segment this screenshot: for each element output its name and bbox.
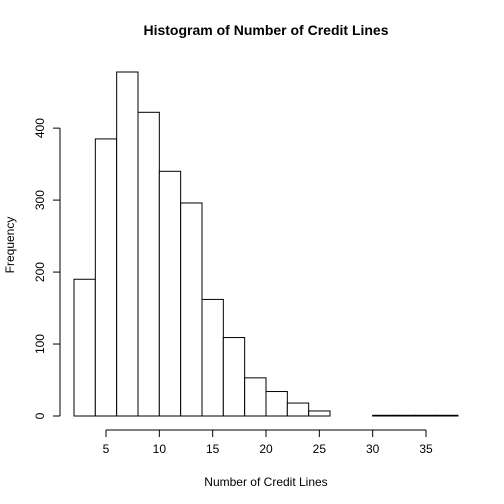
histogram-bar: [286, 402, 310, 417]
histogram-bar: [414, 414, 438, 417]
y-axis: 0 100 200 300 400: [33, 118, 61, 419]
histogram-bar: [137, 111, 160, 417]
x-tick-label: 25: [313, 442, 327, 456]
y-tick-label: 100: [33, 334, 47, 354]
x-axis: 5 10 15 20 25 30 35: [103, 429, 433, 456]
bars-group: [73, 71, 459, 417]
histogram-bar: [94, 138, 118, 417]
histogram-bar: [73, 278, 96, 417]
chart-title: Histogram of Number of Credit Lines: [143, 22, 388, 38]
histogram-bar: [265, 391, 288, 417]
x-tick-label: 15: [206, 442, 220, 456]
histogram-bar: [372, 414, 395, 417]
y-tick-label: 200: [33, 262, 47, 282]
y-tick-label: 0: [33, 412, 47, 419]
histogram-bar: [436, 414, 459, 417]
histogram-bar: [244, 377, 267, 417]
y-axis-label: Frequency: [3, 217, 17, 274]
histogram-bar: [222, 337, 246, 417]
histogram-bar: [201, 298, 224, 417]
histogram-bar: [158, 170, 182, 417]
x-axis-label: Number of Credit Lines: [204, 475, 327, 489]
histogram-bar: [180, 202, 203, 417]
y-tick-label: 300: [33, 190, 47, 210]
histogram-bar: [116, 71, 139, 417]
histogram-bar: [393, 414, 416, 417]
x-tick-label: 35: [419, 442, 433, 456]
x-tick-label: 5: [103, 442, 110, 456]
x-tick-label: 20: [259, 442, 273, 456]
x-tick-label: 30: [366, 442, 380, 456]
histogram-bar: [308, 410, 331, 417]
x-tick-label: 10: [153, 442, 167, 456]
y-tick-label: 400: [33, 118, 47, 138]
